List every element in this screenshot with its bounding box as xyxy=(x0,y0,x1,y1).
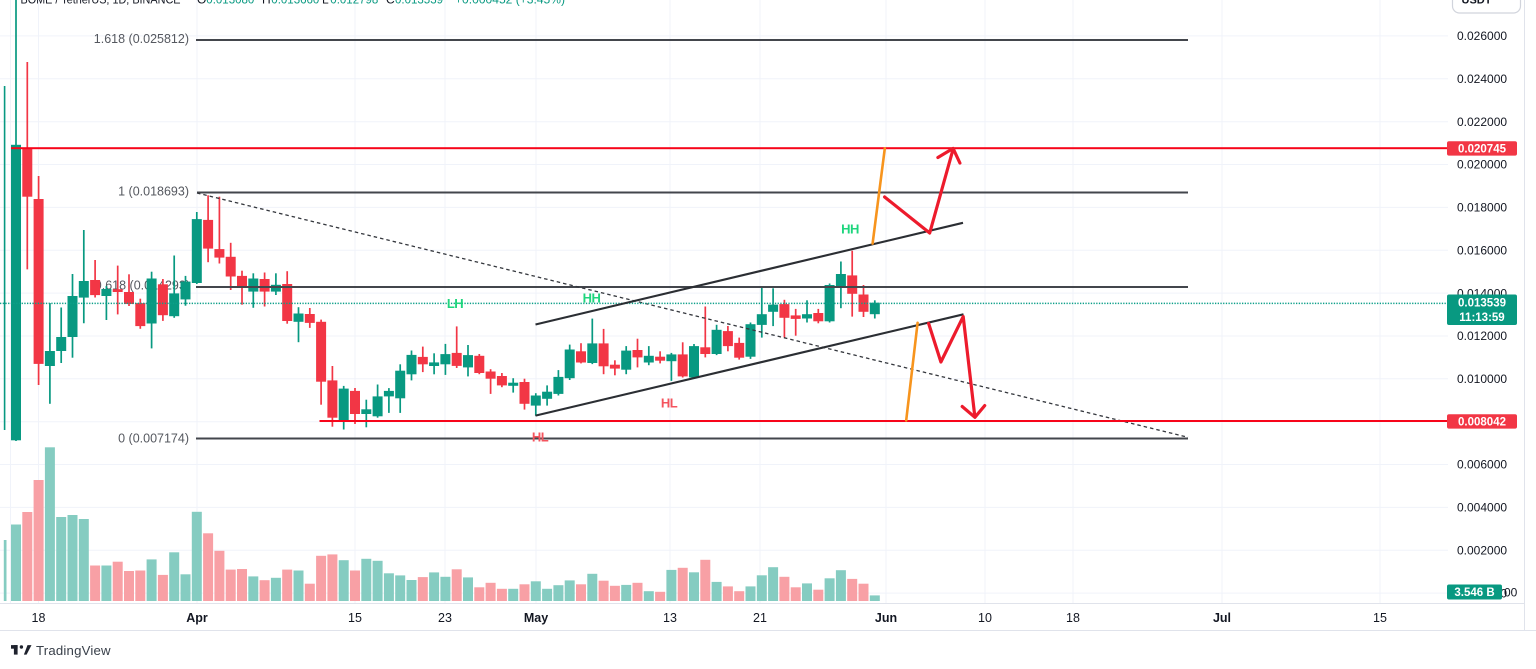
svg-text:0.004000: 0.004000 xyxy=(1457,501,1507,515)
svg-text:HH: HH xyxy=(583,291,601,306)
svg-text:3.546 B: 3.546 B xyxy=(1454,587,1494,599)
svg-text:BOME / TetherUS, 1D, BINANCE: BOME / TetherUS, 1D, BINANCE xyxy=(21,0,181,6)
svg-text:0.020745: 0.020745 xyxy=(1458,144,1507,156)
svg-text:HL: HL xyxy=(532,430,549,445)
svg-text:21: 21 xyxy=(753,611,767,625)
svg-text:0.010000: 0.010000 xyxy=(1457,372,1507,386)
svg-text:0.002000: 0.002000 xyxy=(1457,544,1507,558)
svg-text:0.013080: 0.013080 xyxy=(206,0,254,6)
svg-text:Jun: Jun xyxy=(875,611,897,625)
svg-text:0.013539: 0.013539 xyxy=(395,0,443,6)
svg-text:LH: LH xyxy=(447,296,463,311)
svg-text:O: O xyxy=(197,0,206,6)
svg-text:15: 15 xyxy=(348,611,362,625)
svg-text:0.026000: 0.026000 xyxy=(1457,29,1507,43)
svg-text:0.006000: 0.006000 xyxy=(1457,458,1507,472)
svg-text:0 (0.007174): 0 (0.007174) xyxy=(118,431,189,445)
svg-text:+0.000452 (+3.45%): +0.000452 (+3.45%) xyxy=(455,0,565,6)
svg-text:Apr: Apr xyxy=(186,611,208,625)
svg-text:1 (0.018693): 1 (0.018693) xyxy=(118,185,189,199)
svg-text:USDT: USDT xyxy=(1462,0,1492,7)
svg-text:Jul: Jul xyxy=(1213,611,1231,625)
svg-text:0.022000: 0.022000 xyxy=(1457,115,1507,129)
svg-text:1.618 (0.025812): 1.618 (0.025812) xyxy=(94,32,189,46)
svg-text:May: May xyxy=(524,611,548,625)
svg-text:L: L xyxy=(322,0,329,6)
svg-text:TradingView: TradingView xyxy=(36,643,111,658)
svg-text:C: C xyxy=(386,0,395,6)
svg-text:0.020000: 0.020000 xyxy=(1457,158,1507,172)
svg-text:18: 18 xyxy=(1066,611,1080,625)
svg-text:HH: HH xyxy=(841,222,859,237)
svg-text:11:13:59: 11:13:59 xyxy=(1459,312,1504,324)
svg-text:0.016000: 0.016000 xyxy=(1457,243,1507,257)
svg-text:0.012000: 0.012000 xyxy=(1457,329,1507,343)
svg-text:13: 13 xyxy=(663,611,677,625)
svg-text:H: H xyxy=(262,0,271,6)
svg-text:0.008042: 0.008042 xyxy=(1458,417,1506,429)
svg-text:0.012798: 0.012798 xyxy=(330,0,378,6)
svg-text:00: 00 xyxy=(1504,586,1518,600)
svg-text:23: 23 xyxy=(438,611,452,625)
svg-text:HL: HL xyxy=(661,395,678,410)
svg-text:0.024000: 0.024000 xyxy=(1457,72,1507,86)
svg-text:10: 10 xyxy=(978,611,992,625)
svg-text:15: 15 xyxy=(1373,611,1387,625)
svg-text:0.013660: 0.013660 xyxy=(271,0,319,6)
svg-text:0.013539: 0.013539 xyxy=(1458,298,1506,310)
svg-text:18: 18 xyxy=(32,611,46,625)
svg-text:0.018000: 0.018000 xyxy=(1457,201,1507,215)
